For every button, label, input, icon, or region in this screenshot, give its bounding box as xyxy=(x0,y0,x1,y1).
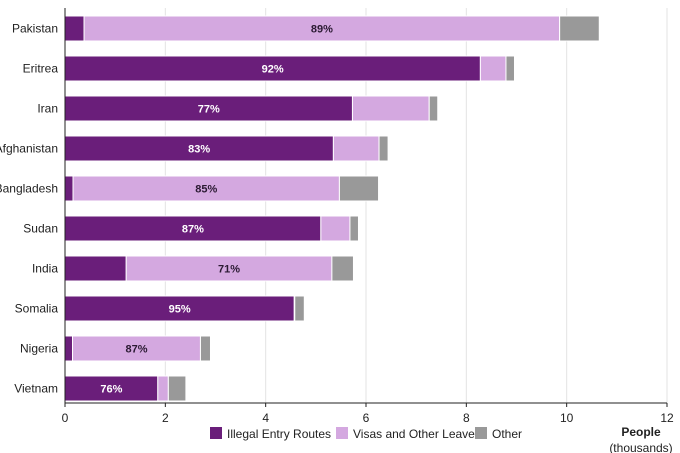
data-label-india: 71% xyxy=(218,264,240,276)
x-tick-label: 2 xyxy=(162,411,169,425)
category-label-eritrea: Eritrea xyxy=(23,62,59,76)
category-label-india: India xyxy=(32,262,58,276)
bar-vietnam-illegal-entry-routes xyxy=(64,375,159,402)
category-label-nigeria: Nigeria xyxy=(20,342,58,356)
bar-vietnam-visas-and-other-leave xyxy=(157,375,169,402)
legend-swatch-illegal-entry-routes xyxy=(210,427,222,439)
legend-label-other: Other xyxy=(492,427,522,441)
bar-iran-visas-and-other-leave xyxy=(351,95,430,122)
bar-nigeria-visas-and-other-leave xyxy=(72,335,201,362)
category-label-afghanistan: Afghanistan xyxy=(0,142,58,156)
bar-bangladesh-visas-and-other-leave xyxy=(72,175,340,202)
category-label-sudan: Sudan xyxy=(23,222,58,236)
bar-india-visas-and-other-leave xyxy=(125,255,333,282)
bar-sudan-illegal-entry-routes xyxy=(64,215,322,242)
x-axis-title: People xyxy=(621,425,661,439)
x-tick-label: 8 xyxy=(463,411,470,425)
legend: Illegal Entry Routes Visas and Other Leav… xyxy=(210,427,522,441)
category-label-bangladesh: Bangladesh xyxy=(0,182,58,196)
data-label-nigeria: 87% xyxy=(125,344,147,356)
x-tick-label: 12 xyxy=(660,411,674,425)
bar-sudan-visas-and-other-leave xyxy=(320,215,351,242)
bar-afghanistan-visas-and-other-leave xyxy=(332,135,380,162)
bar-eritrea-illegal-entry-routes xyxy=(64,55,481,82)
bar-pakistan-other xyxy=(559,15,600,42)
category-labels: Pakistan Eritrea Iran Afghanistan Bangladesh… xyxy=(0,22,58,396)
bar-nigeria-illegal-entry-routes xyxy=(64,335,74,362)
legend-item-illegal-entry-routes: Illegal Entry Routes xyxy=(210,427,331,441)
bar-eritrea-other xyxy=(505,55,515,82)
bar-iran-illegal-entry-routes xyxy=(64,95,353,122)
data-label-iran: 77% xyxy=(198,104,220,116)
bars xyxy=(64,15,600,402)
legend-label-visas-and-other-leave: Visas and Other Leave xyxy=(353,427,475,441)
x-tick-label: 0 xyxy=(62,411,69,425)
bar-somalia-other xyxy=(294,295,305,322)
data-label-somalia: 95% xyxy=(169,304,191,316)
legend-swatch-visas-and-other-leave xyxy=(336,427,348,439)
category-label-iran: Iran xyxy=(37,102,58,116)
x-axis-subtitle: (thousands) xyxy=(609,441,672,453)
legend-item-other: Other xyxy=(475,427,522,441)
x-tick-label: 6 xyxy=(363,411,370,425)
legend-swatch-other xyxy=(475,427,487,439)
x-tick-label: 10 xyxy=(560,411,574,425)
bar-afghanistan-other xyxy=(378,135,389,162)
data-label-afghanistan: 83% xyxy=(188,144,210,156)
bar-nigeria-other xyxy=(199,335,211,362)
x-axis: 0 2 4 6 8 10 12 xyxy=(62,8,674,425)
legend-label-illegal-entry-routes: Illegal Entry Routes xyxy=(227,427,331,441)
legend-item-visas-and-other-leave: Visas and Other Leave xyxy=(336,427,475,441)
data-label-pakistan: 89% xyxy=(311,24,333,36)
bar-vietnam-other xyxy=(167,375,187,402)
category-label-pakistan: Pakistan xyxy=(12,22,58,36)
bar-sudan-other xyxy=(349,215,359,242)
data-label-eritrea: 92% xyxy=(262,64,284,76)
bar-bangladesh-illegal-entry-routes xyxy=(64,175,74,202)
bar-iran-other xyxy=(428,95,439,122)
bar-eritrea-visas-and-other-leave xyxy=(479,55,507,82)
data-label-sudan: 87% xyxy=(182,224,204,236)
bar-data-labels: 89% 92% 77% 83% 85% 87% 71% 95% 87% 76% xyxy=(100,24,333,396)
data-label-bangladesh: 85% xyxy=(195,184,217,196)
bar-bangladesh-other xyxy=(338,175,380,202)
category-label-somalia: Somalia xyxy=(15,302,59,316)
x-tick-label: 4 xyxy=(262,411,269,425)
data-label-vietnam: 76% xyxy=(100,384,122,396)
category-label-vietnam: Vietnam xyxy=(14,382,58,396)
bar-india-illegal-entry-routes xyxy=(64,255,127,282)
bar-pakistan-illegal-entry-routes xyxy=(64,15,85,42)
bar-india-other xyxy=(331,255,354,282)
bar-afghanistan-illegal-entry-routes xyxy=(64,135,334,162)
